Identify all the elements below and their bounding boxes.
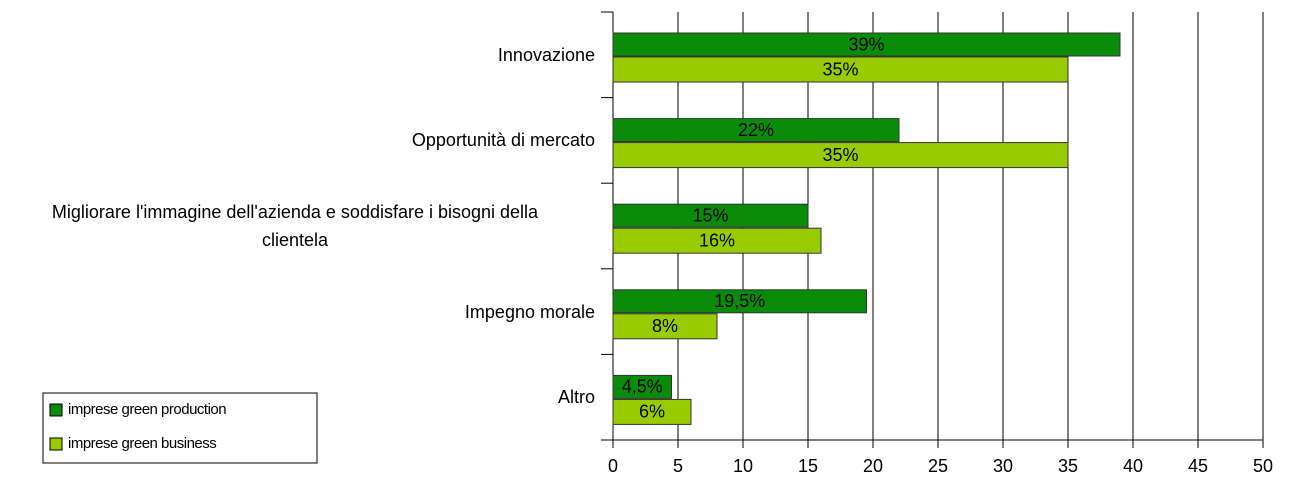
category-label: Impegno morale: [464, 301, 595, 322]
x-tick-label: 5: [673, 456, 683, 476]
data-label: 4,5%: [622, 377, 663, 397]
data-label: 39%: [848, 34, 884, 54]
bar: [612, 32, 1121, 57]
bar: [612, 56, 1069, 83]
x-tick-label: 30: [993, 456, 1013, 476]
category-label: Innovazione: [497, 44, 595, 65]
category-label: Migliorare l'immagine dell'azienda e sod…: [51, 202, 539, 250]
bar: [612, 289, 867, 314]
category-label: Altro: [557, 387, 595, 408]
category-label: Opportunità di mercato: [411, 130, 595, 151]
bar: [612, 313, 718, 340]
data-label: 15%: [692, 205, 728, 225]
data-label: 8%: [652, 316, 678, 336]
data-label: 35%: [822, 145, 858, 165]
x-tick-label: 35: [1058, 456, 1078, 476]
x-tick-label: 10: [733, 456, 753, 476]
data-label: 6%: [639, 402, 665, 422]
x-tick-label: 25: [928, 456, 948, 476]
x-tick-label: 40: [1123, 456, 1143, 476]
bar: [612, 142, 1069, 169]
data-label: 22%: [738, 120, 774, 140]
legend-label: imprese green production: [68, 401, 226, 418]
x-tick-label: 50: [1253, 456, 1273, 476]
legend-box: [42, 392, 318, 464]
data-label: 35%: [822, 59, 858, 79]
data-label: 19,5%: [714, 291, 765, 311]
x-tick-label: 45: [1188, 456, 1208, 476]
bar: [612, 374, 672, 399]
bar: [612, 118, 900, 143]
x-tick-label: 15: [798, 456, 818, 476]
legend-label: imprese green business: [68, 435, 216, 452]
legend-swatch: [49, 403, 63, 417]
legend-swatch: [49, 437, 63, 451]
x-tick-label: 20: [863, 456, 883, 476]
data-label: 16%: [699, 230, 735, 250]
bar: [612, 203, 809, 228]
bar: [612, 227, 822, 254]
x-tick-label: 0: [608, 456, 618, 476]
bar: [612, 398, 692, 425]
